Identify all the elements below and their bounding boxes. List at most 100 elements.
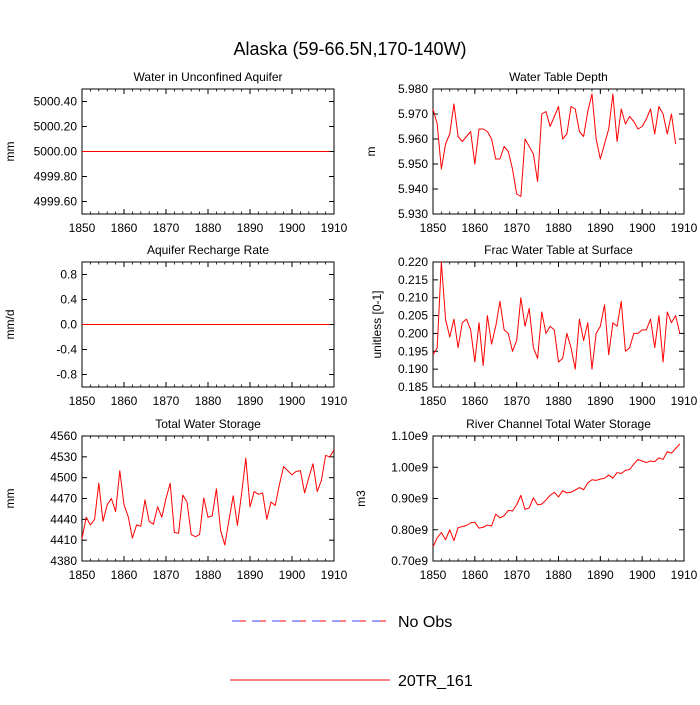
x-tick-label: 1850 xyxy=(69,221,96,235)
x-tick-label: 1890 xyxy=(587,568,614,582)
y-axis-label: mm xyxy=(3,142,17,162)
y-tick-label: 0.195 xyxy=(398,344,428,358)
x-tick-label: 1890 xyxy=(587,394,614,408)
y-tick-label: 5.930 xyxy=(398,207,428,221)
y-tick-label: 4440 xyxy=(50,512,77,526)
y-axis-label: mm xyxy=(3,489,17,509)
x-tick-label: 1880 xyxy=(545,568,572,582)
chart-panel-2: Water Table Depth m 1850 1860 1870 1880 1890 19… xyxy=(364,70,698,235)
chart-title: Total Water Storage xyxy=(155,417,261,431)
y-tick-label: 5.940 xyxy=(398,182,428,196)
y-tick-label: 0.185 xyxy=(398,380,428,394)
x-tick-label: 1860 xyxy=(111,568,138,582)
y-tick-label: 1.00e9 xyxy=(391,460,428,474)
chart-title: Aquifer Recharge Rate xyxy=(147,243,269,257)
plot-frame xyxy=(432,261,685,388)
y-axis-label: m3 xyxy=(354,490,368,507)
chart-panel-5: Total Water Storage mm 1850 1860 1870 1880 189… xyxy=(3,417,348,582)
y-tick-label: 4380 xyxy=(50,554,77,568)
chart-panel-6: River Channel Total Water Storage m3 1850 1… xyxy=(354,417,698,582)
y-tick-label: 4560 xyxy=(50,429,77,443)
y-tick-label: 5000.20 xyxy=(34,120,78,134)
x-tick-label: 1860 xyxy=(461,394,488,408)
y-tick-label: 5.970 xyxy=(398,107,428,121)
y-tick-label: 1.10e9 xyxy=(391,429,428,443)
x-tick-label: 1860 xyxy=(461,221,488,235)
series-line-20tr-161 xyxy=(432,443,681,548)
y-tick-label: 0.210 xyxy=(398,291,428,305)
y-tick-label: 0.190 xyxy=(398,362,428,376)
legend-label-no-obs: No Obs xyxy=(398,614,452,631)
series-line-20tr-161 xyxy=(432,93,677,197)
x-tick-label: 1910 xyxy=(321,568,348,582)
y-tick-label: 5.950 xyxy=(398,157,428,171)
x-tick-label: 1860 xyxy=(111,394,138,408)
plot-frame xyxy=(432,435,685,562)
figure-title: Alaska (59-66.5N,170-140W) xyxy=(233,39,466,59)
y-tick-label: 4999.60 xyxy=(34,195,78,209)
x-tick-label: 1850 xyxy=(420,568,447,582)
x-tick-label: 1890 xyxy=(587,221,614,235)
x-tick-label: 1900 xyxy=(279,568,306,582)
x-tick-label: 1910 xyxy=(671,568,698,582)
y-tick-label: 5000.00 xyxy=(34,145,78,159)
x-tick-label: 1870 xyxy=(503,394,530,408)
y-tick-label: 0.205 xyxy=(398,309,428,323)
x-tick-label: 1860 xyxy=(461,568,488,582)
x-tick-label: 1870 xyxy=(503,568,530,582)
chart-panel-3: Aquifer Recharge Rate mm/d 1850 1860 1870 188… xyxy=(3,243,348,408)
y-tick-label: 5.960 xyxy=(398,132,428,146)
x-tick-label: 1870 xyxy=(503,221,530,235)
plot-frame xyxy=(81,435,335,562)
x-tick-label: 1900 xyxy=(629,394,656,408)
x-tick-label: 1880 xyxy=(545,221,572,235)
y-tick-label: 0.0 xyxy=(60,318,77,332)
y-tick-label: 0.215 xyxy=(398,273,428,287)
x-tick-label: 1900 xyxy=(629,568,656,582)
x-tick-label: 1890 xyxy=(237,221,264,235)
y-tick-label: 0.200 xyxy=(398,326,428,340)
legend: No Obs 20TR_161 xyxy=(230,614,473,690)
y-tick-label: 5.980 xyxy=(398,82,428,96)
y-tick-label: 4470 xyxy=(50,492,77,506)
x-tick-label: 1850 xyxy=(69,394,96,408)
y-tick-label: 0.220 xyxy=(398,255,428,269)
chart-panel-4: Frac Water Table at Surface unitless [0-1… xyxy=(370,243,698,408)
x-tick-label: 1900 xyxy=(629,221,656,235)
x-tick-label: 1890 xyxy=(237,568,264,582)
y-axis-label: mm/d xyxy=(3,310,17,340)
series-line-20tr-161 xyxy=(81,449,335,546)
x-tick-label: 1870 xyxy=(153,568,180,582)
y-tick-label: -0.4 xyxy=(56,343,77,357)
y-tick-label: -0.8 xyxy=(56,368,77,382)
x-tick-label: 1860 xyxy=(111,221,138,235)
y-tick-label: 0.70e9 xyxy=(391,554,428,568)
x-tick-label: 1910 xyxy=(671,394,698,408)
chart-title: Frac Water Table at Surface xyxy=(484,243,633,257)
x-tick-label: 1900 xyxy=(279,394,306,408)
x-tick-label: 1870 xyxy=(153,394,180,408)
y-tick-label: 0.90e9 xyxy=(391,492,428,506)
chart-title: Water Table Depth xyxy=(509,70,608,84)
y-tick-label: 0.4 xyxy=(60,293,77,307)
x-tick-label: 1880 xyxy=(545,394,572,408)
y-tick-label: 4500 xyxy=(50,471,77,485)
x-tick-label: 1870 xyxy=(153,221,180,235)
y-tick-label: 4410 xyxy=(50,533,77,547)
x-tick-label: 1910 xyxy=(321,221,348,235)
chart-title: Water in Unconfined Aquifer xyxy=(134,70,283,84)
y-tick-label: 0.8 xyxy=(60,268,77,282)
series-line-20tr-161 xyxy=(432,261,681,370)
legend-label-20tr-161: 20TR_161 xyxy=(398,673,473,690)
y-axis-label: m xyxy=(364,147,378,157)
x-tick-label: 1910 xyxy=(671,221,698,235)
y-tick-label: 4530 xyxy=(50,450,77,464)
x-tick-label: 1900 xyxy=(279,221,306,235)
panels-group: Water in Unconfined Aquifer mm 1850 1860 187… xyxy=(3,70,698,582)
x-tick-label: 1850 xyxy=(420,394,447,408)
chart-panel-1: Water in Unconfined Aquifer mm 1850 1860 187… xyxy=(3,70,348,235)
x-tick-label: 1880 xyxy=(195,221,222,235)
y-axis-label: unitless [0-1] xyxy=(370,290,384,358)
